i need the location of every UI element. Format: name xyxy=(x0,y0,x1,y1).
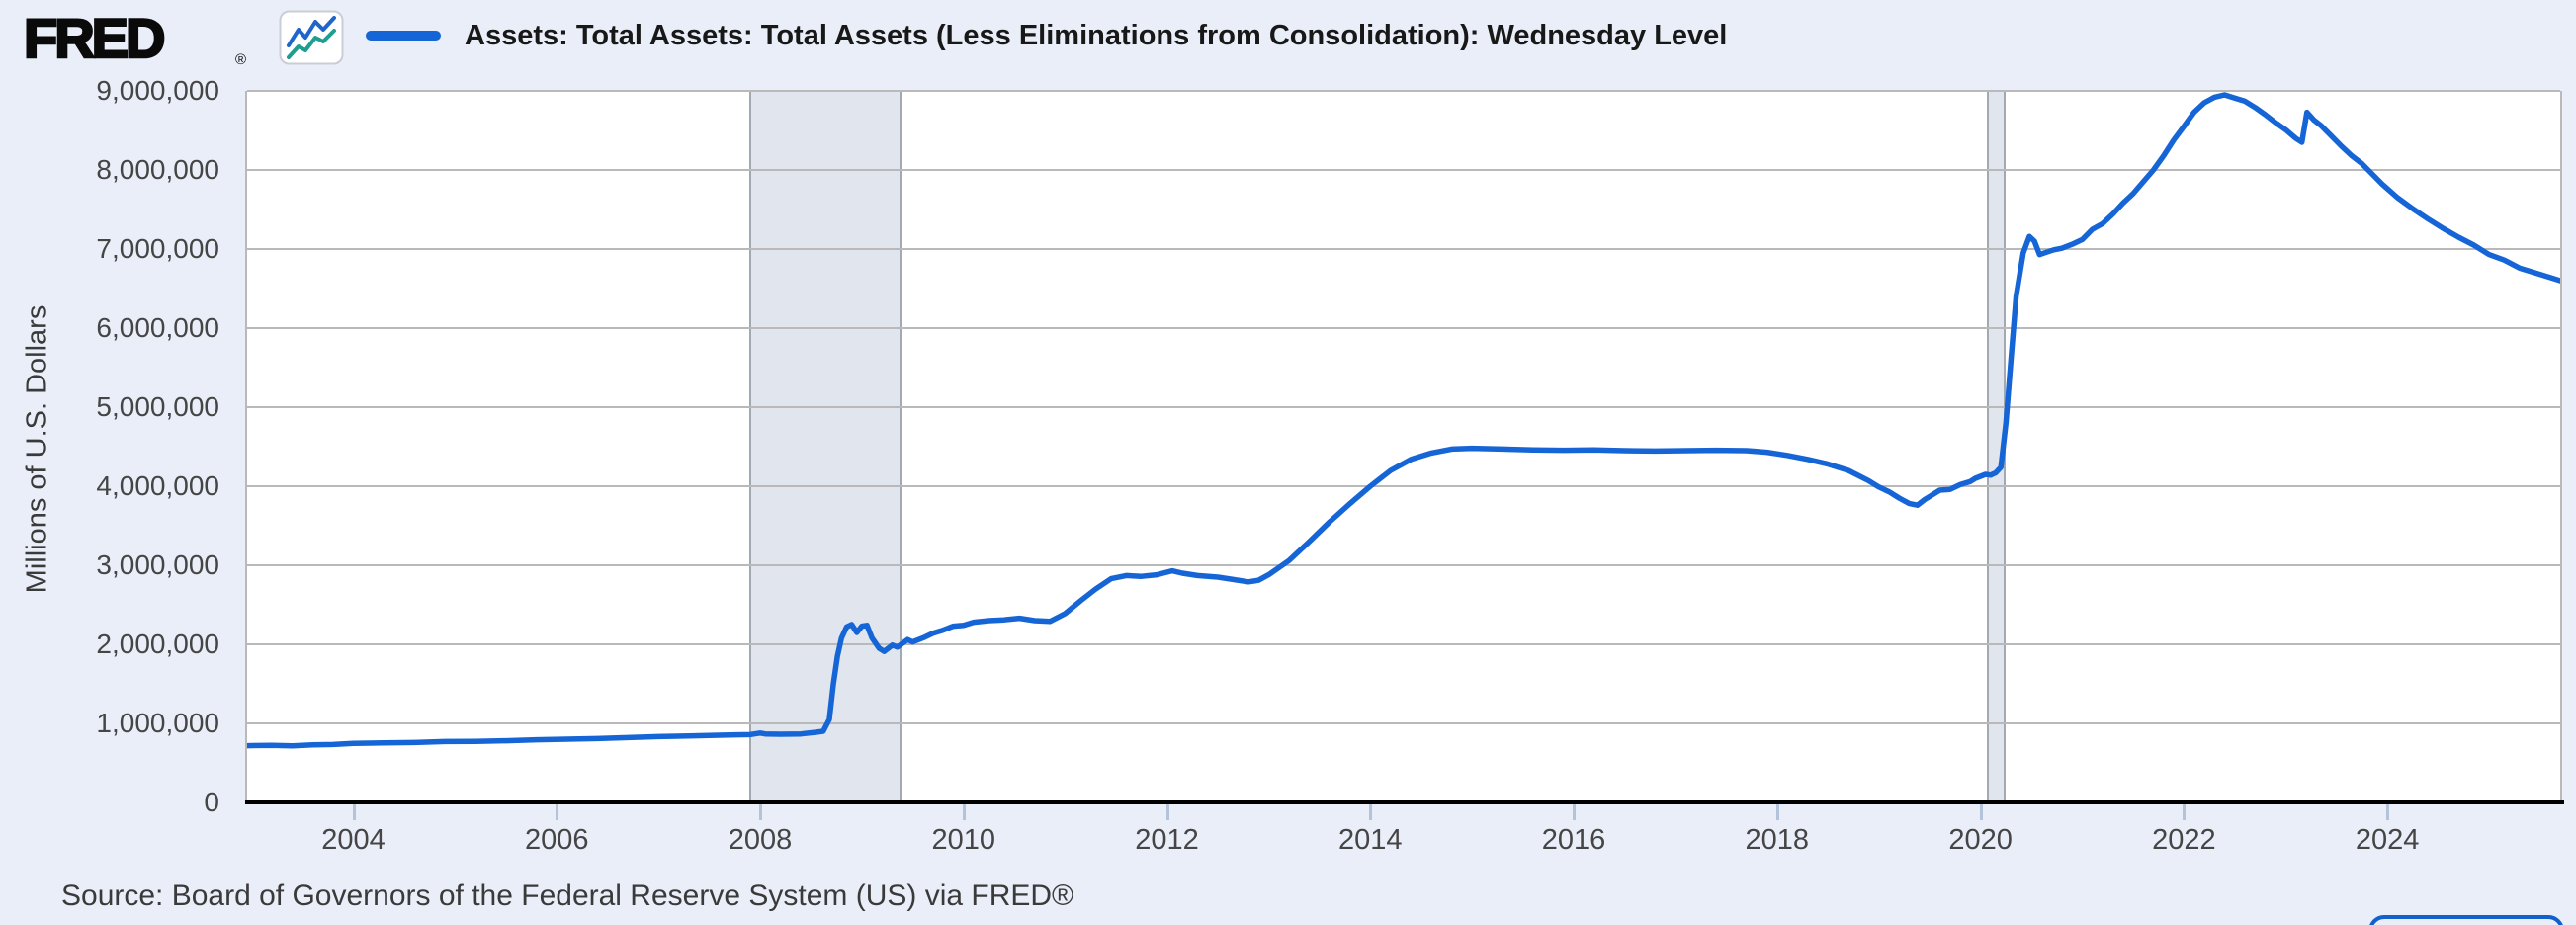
y-tick-label: 1,000,000 xyxy=(96,708,219,738)
x-tick xyxy=(1775,804,1779,820)
x-tick-label: 2018 xyxy=(1745,824,1810,856)
x-tick-label: 2024 xyxy=(2355,824,2420,856)
x-tick xyxy=(2386,804,2390,820)
x-tick xyxy=(1573,804,1577,820)
x-tick xyxy=(1979,804,1983,820)
x-tick-label: 2004 xyxy=(321,824,386,856)
fred-logo[interactable]: FRED xyxy=(23,6,167,71)
y-tick-label: 8,000,000 xyxy=(96,154,219,185)
source-attribution: Source: Board of Governors of the Federa… xyxy=(61,880,1074,912)
x-tick-label: 2020 xyxy=(1948,824,2013,856)
x-tick xyxy=(2183,804,2187,820)
x-tick xyxy=(556,804,559,820)
x-tick xyxy=(962,804,966,820)
y-gridline xyxy=(247,248,2560,250)
y-axis-title: Millions of U.S. Dollars xyxy=(21,304,53,594)
fred-logo-text: FRED xyxy=(23,6,167,71)
y-gridline xyxy=(247,327,2560,329)
plot-right-border xyxy=(2560,91,2562,802)
legend-line-swatch xyxy=(366,31,441,41)
y-gridline xyxy=(247,485,2560,487)
y-gridline xyxy=(247,90,2560,92)
series-line-svg xyxy=(247,92,2560,749)
x-tick-label: 2022 xyxy=(2152,824,2216,856)
y-gridline xyxy=(247,564,2560,566)
y-tick-label: 6,000,000 xyxy=(96,312,219,343)
y-gridline xyxy=(247,643,2560,645)
series-line[interactable] xyxy=(247,92,2560,749)
y-tick-label: 3,000,000 xyxy=(96,549,219,580)
x-tick-label: 2014 xyxy=(1338,824,1403,856)
y-tick-label: 9,000,000 xyxy=(96,75,219,106)
y-tick-label: 2,000,000 xyxy=(96,629,219,659)
partial-button[interactable] xyxy=(2368,915,2564,925)
recession-band xyxy=(749,91,902,802)
y-gridline xyxy=(247,722,2560,724)
x-tick xyxy=(1165,804,1169,820)
x-tick-label: 2012 xyxy=(1135,824,1199,856)
y-tick-label: 0 xyxy=(204,787,219,817)
x-tick xyxy=(352,804,356,820)
x-tick-label: 2008 xyxy=(728,824,793,856)
y-tick-label: 5,000,000 xyxy=(96,391,219,422)
y-gridline xyxy=(247,406,2560,408)
plot-area[interactable] xyxy=(247,90,2560,802)
series-legend-label[interactable]: Assets: Total Assets: Total Assets (Less… xyxy=(465,20,1728,51)
registered-trademark: ® xyxy=(235,51,247,68)
y-tick-label: 7,000,000 xyxy=(96,233,219,264)
x-axis-line xyxy=(245,800,2564,804)
x-tick-label: 2010 xyxy=(931,824,996,856)
x-tick xyxy=(1369,804,1373,820)
x-tick-label: 2006 xyxy=(525,824,589,856)
plot-left-border xyxy=(245,91,247,802)
y-tick-label: 4,000,000 xyxy=(96,470,219,501)
x-tick xyxy=(759,804,763,820)
x-tick-label: 2016 xyxy=(1541,824,1606,856)
y-gridline xyxy=(247,169,2560,171)
fred-sparkline-icon xyxy=(279,10,344,65)
